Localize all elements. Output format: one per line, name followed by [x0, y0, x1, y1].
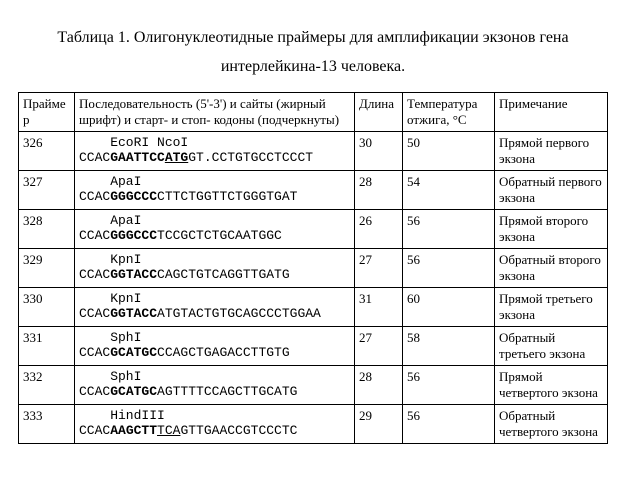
cell-temp: 56	[403, 365, 495, 404]
cell-sequence: KpnICCACGGTACCCAGCTGTCAGGTTGATG	[75, 248, 355, 287]
sequence-text: CCACGGGCCCTCCGCTCTGCAATGGC	[79, 228, 350, 243]
enzyme-label: KpnI	[79, 252, 350, 267]
cell-primer: 328	[19, 209, 75, 248]
cell-note: Прямой третьего экзона	[495, 287, 608, 326]
col-note: Примечание	[495, 92, 608, 131]
cell-length: 29	[355, 404, 403, 443]
cell-length: 28	[355, 170, 403, 209]
cell-sequence: ApaICCACGGGCCCCTTCTGGTTCTGGGTGAT	[75, 170, 355, 209]
table-row: 329 KpnICCACGGTACCCAGCTGTCAGGTTGATG2756О…	[19, 248, 608, 287]
table-row: 328 ApaICCACGGGCCCTCCGCTCTGCAATGGC2656Пр…	[19, 209, 608, 248]
cell-primer: 329	[19, 248, 75, 287]
table-row: 333 HindIIICCACAAGCTTTCAGTTGAACCGTCCCTC2…	[19, 404, 608, 443]
enzyme-label: KpnI	[79, 291, 350, 306]
cell-primer: 327	[19, 170, 75, 209]
sequence-text: CCACGGTACCCAGCTGTCAGGTTGATG	[79, 267, 350, 282]
cell-temp: 54	[403, 170, 495, 209]
col-seq: Последовательность (5'-3') и сайты (жирн…	[75, 92, 355, 131]
sequence-text: CCACGCATGCAGTTTTCCAGCTTGCATG	[79, 384, 350, 399]
cell-primer: 333	[19, 404, 75, 443]
cell-note: Обратный четвертого экзона	[495, 404, 608, 443]
enzyme-label: ApaI	[79, 213, 350, 228]
table-title: Таблица 1. Олигонуклеотидные праймеры дл…	[18, 24, 608, 82]
cell-note: Прямой второго экзона	[495, 209, 608, 248]
cell-length: 27	[355, 248, 403, 287]
table-row: 327 ApaICCACGGGCCCCTTCTGGTTCTGGGTGAT2854…	[19, 170, 608, 209]
sequence-text: CCACGCATGCCCAGCTGAGACCTTGTG	[79, 345, 350, 360]
col-primer: Праймер	[19, 92, 75, 131]
sequence-text: CCACAAGCTTTCAGTTGAACCGTCCCTC	[79, 423, 350, 438]
col-temp: Температура отжига, °C	[403, 92, 495, 131]
enzyme-label: HindIII	[79, 408, 350, 423]
enzyme-label: ApaI	[79, 174, 350, 189]
cell-temp: 56	[403, 209, 495, 248]
cell-note: Обратный третьего экзона	[495, 326, 608, 365]
cell-sequence: HindIIICCACAAGCTTTCAGTTGAACCGTCCCTC	[75, 404, 355, 443]
cell-note: Прямой первого экзона	[495, 131, 608, 170]
table-row: 331 SphICCACGCATGCCCAGCTGAGACCTTGTG2758О…	[19, 326, 608, 365]
table-row: 326 EcoRI NcoICCACGAATTCCATGGT.CCTGTGCCT…	[19, 131, 608, 170]
cell-sequence: EcoRI NcoICCACGAATTCCATGGT.CCTGTGCCTCCCT	[75, 131, 355, 170]
cell-temp: 60	[403, 287, 495, 326]
cell-primer: 326	[19, 131, 75, 170]
cell-temp: 56	[403, 248, 495, 287]
cell-length: 31	[355, 287, 403, 326]
cell-length: 30	[355, 131, 403, 170]
table-header-row: Праймер Последовательность (5'-3') и сай…	[19, 92, 608, 131]
cell-note: Обратный второго экзона	[495, 248, 608, 287]
table-row: 330 KpnICCACGGTACCATGTACTGTGCAGCCCTGGAA3…	[19, 287, 608, 326]
enzyme-label: EcoRI NcoI	[79, 135, 350, 150]
cell-sequence: KpnICCACGGTACCATGTACTGTGCAGCCCTGGAA	[75, 287, 355, 326]
cell-length: 28	[355, 365, 403, 404]
cell-temp: 56	[403, 404, 495, 443]
cell-length: 27	[355, 326, 403, 365]
cell-sequence: SphICCACGCATGCCCAGCTGAGACCTTGTG	[75, 326, 355, 365]
cell-primer: 331	[19, 326, 75, 365]
cell-primer: 330	[19, 287, 75, 326]
cell-sequence: ApaICCACGGGCCCTCCGCTCTGCAATGGC	[75, 209, 355, 248]
cell-note: Прямой четвертого экзона	[495, 365, 608, 404]
cell-note: Обратный первого экзона	[495, 170, 608, 209]
cell-sequence: SphICCACGCATGCAGTTTTCCAGCTTGCATG	[75, 365, 355, 404]
cell-primer: 332	[19, 365, 75, 404]
cell-length: 26	[355, 209, 403, 248]
cell-temp: 50	[403, 131, 495, 170]
title-line-1: Таблица 1. Олигонуклеотидные праймеры дл…	[57, 29, 568, 46]
col-len: Длина	[355, 92, 403, 131]
cell-temp: 58	[403, 326, 495, 365]
title-line-2: интерлейкина-13 человека.	[221, 58, 405, 75]
table-row: 332 SphICCACGCATGCAGTTTTCCAGCTTGCATG2856…	[19, 365, 608, 404]
sequence-text: CCACGGGCCCCTTCTGGTTCTGGGTGAT	[79, 189, 350, 204]
enzyme-label: SphI	[79, 369, 350, 384]
enzyme-label: SphI	[79, 330, 350, 345]
sequence-text: CCACGGTACCATGTACTGTGCAGCCCTGGAA	[79, 306, 350, 321]
primers-table: Праймер Последовательность (5'-3') и сай…	[18, 92, 608, 444]
sequence-text: CCACGAATTCCATGGT.CCTGTGCCTCCCT	[79, 150, 350, 165]
